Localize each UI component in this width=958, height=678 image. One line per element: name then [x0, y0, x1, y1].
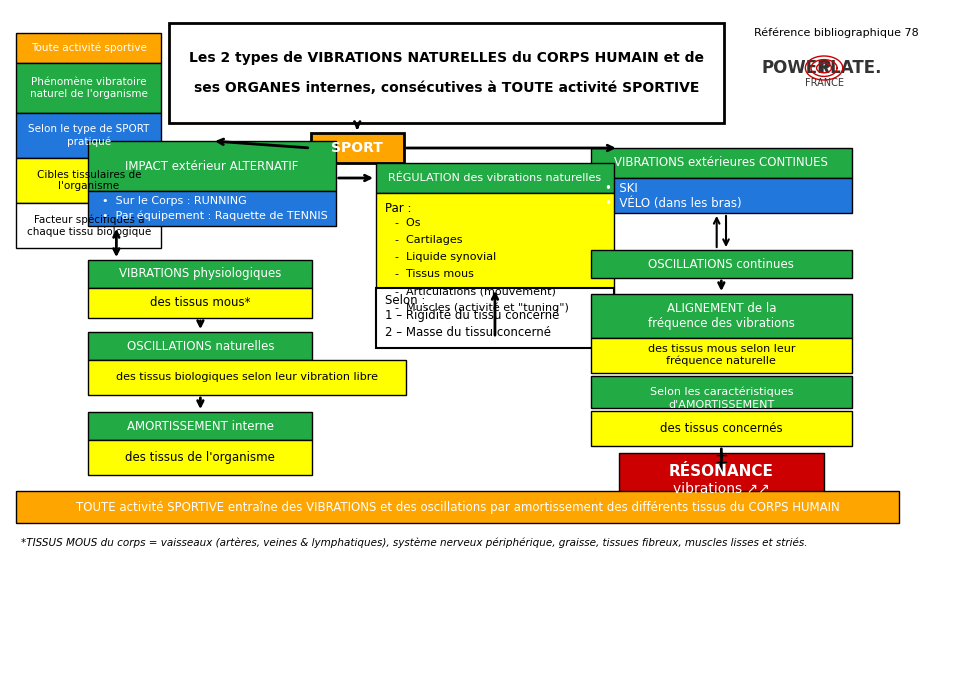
FancyBboxPatch shape: [619, 453, 824, 503]
FancyBboxPatch shape: [16, 158, 161, 203]
Text: VIBRATIONS extérieures CONTINUES: VIBRATIONS extérieures CONTINUES: [614, 157, 829, 170]
Text: TOUTE activité SPORTIVE entraîne des VIBRATIONS et des oscillations par amortiss: TOUTE activité SPORTIVE entraîne des VIB…: [76, 500, 839, 513]
Text: •  Par équipement : Raquette de TENNIS: • Par équipement : Raquette de TENNIS: [103, 211, 329, 221]
FancyBboxPatch shape: [169, 23, 724, 123]
Text: des tissus de l'organisme: des tissus de l'organisme: [125, 451, 275, 464]
Text: des tissus mous*: des tissus mous*: [150, 296, 251, 309]
Text: Selon le type de SPORT
pratiqué: Selon le type de SPORT pratiqué: [28, 124, 149, 146]
FancyBboxPatch shape: [376, 163, 614, 193]
FancyBboxPatch shape: [88, 141, 335, 191]
Text: POWER: POWER: [762, 59, 831, 77]
FancyBboxPatch shape: [88, 332, 312, 360]
FancyBboxPatch shape: [16, 491, 899, 523]
Text: RÉGULATION des vibrations naturelles: RÉGULATION des vibrations naturelles: [388, 173, 602, 183]
Text: -  Cartilages: - Cartilages: [395, 235, 462, 245]
Text: SPORT: SPORT: [331, 141, 383, 155]
Text: -  Liquide synovial: - Liquide synovial: [395, 252, 496, 262]
Text: des tissus concernés: des tissus concernés: [660, 422, 783, 435]
Text: -  Muscles (activité et "tuning"): - Muscles (activité et "tuning"): [395, 303, 568, 313]
Text: -  Articulations (mouvement): - Articulations (mouvement): [395, 286, 556, 296]
FancyBboxPatch shape: [591, 411, 852, 446]
FancyBboxPatch shape: [376, 288, 614, 348]
FancyBboxPatch shape: [88, 360, 406, 395]
Text: 1 – Rigidité du tissu concerné: 1 – Rigidité du tissu concerné: [385, 309, 559, 323]
FancyBboxPatch shape: [16, 63, 161, 113]
Text: •  Sur le Corps : RUNNING: • Sur le Corps : RUNNING: [103, 196, 247, 206]
FancyBboxPatch shape: [16, 203, 161, 248]
FancyBboxPatch shape: [88, 440, 312, 475]
Text: fréquence des vibrations: fréquence des vibrations: [648, 317, 795, 330]
Text: Selon :: Selon :: [385, 294, 425, 306]
FancyBboxPatch shape: [591, 178, 852, 213]
Text: -  Os: - Os: [395, 218, 421, 228]
Text: AMORTISSEMENT interne: AMORTISSEMENT interne: [126, 420, 274, 433]
FancyBboxPatch shape: [310, 133, 404, 163]
Text: *TISSUS MOUS du corps = vaisseaux (artères, veines & lymphatiques), système nerv: *TISSUS MOUS du corps = vaisseaux (artèr…: [21, 538, 808, 549]
Text: Les 2 types de VIBRATIONS NATURELLES du CORPS HUMAIN et de: Les 2 types de VIBRATIONS NATURELLES du …: [189, 51, 704, 65]
Text: Par :: Par :: [385, 201, 412, 214]
FancyBboxPatch shape: [591, 338, 852, 373]
FancyBboxPatch shape: [591, 294, 852, 338]
FancyBboxPatch shape: [591, 148, 852, 178]
Text: des tissus biologiques selon leur vibration libre: des tissus biologiques selon leur vibrat…: [116, 372, 378, 382]
Text: Toute activité sportive: Toute activité sportive: [31, 43, 147, 54]
Text: vibrations ↗↗: vibrations ↗↗: [673, 482, 769, 496]
FancyBboxPatch shape: [16, 113, 161, 158]
Text: Phénomène vibratoire
naturel de l'organisme: Phénomène vibratoire naturel de l'organi…: [30, 77, 148, 99]
Text: PLATE.: PLATE.: [818, 59, 882, 77]
Text: Selon les caractéristiques: Selon les caractéristiques: [650, 386, 793, 397]
Text: RÉSONANCE: RÉSONANCE: [669, 464, 774, 479]
Text: OSCILLATIONS continues: OSCILLATIONS continues: [649, 258, 794, 271]
Text: d'AMORTISSEMENT: d'AMORTISSEMENT: [669, 400, 774, 410]
Text: Facteur spécifiques à
chaque tissu biologique: Facteur spécifiques à chaque tissu biolo…: [27, 214, 151, 237]
Text: -  Tissus mous: - Tissus mous: [395, 269, 473, 279]
FancyBboxPatch shape: [376, 193, 614, 338]
Text: FRANCE: FRANCE: [805, 78, 844, 88]
Text: IMPACT extérieur ALTERNATIF: IMPACT extérieur ALTERNATIF: [125, 159, 299, 172]
FancyBboxPatch shape: [88, 288, 312, 318]
Text: •  SKI: • SKI: [604, 182, 637, 195]
Text: •  VÉLO (dans les bras): • VÉLO (dans les bras): [604, 197, 741, 210]
Text: ALIGNEMENT de la: ALIGNEMENT de la: [667, 302, 776, 315]
FancyBboxPatch shape: [591, 376, 852, 408]
Text: Référence bibliographique 78: Référence bibliographique 78: [754, 28, 919, 38]
Text: Cibles tissulaires de
l'organisme: Cibles tissulaires de l'organisme: [36, 170, 141, 191]
Text: OSCILLATIONS naturelles: OSCILLATIONS naturelles: [126, 340, 274, 353]
Text: ses ORGANES internes, consécutives à TOUTE activité SPORTIVE: ses ORGANES internes, consécutives à TOU…: [194, 81, 699, 95]
Text: VIBRATIONS physiologiques: VIBRATIONS physiologiques: [119, 268, 282, 281]
FancyBboxPatch shape: [88, 191, 335, 226]
FancyBboxPatch shape: [88, 260, 312, 288]
Text: ±: ±: [715, 449, 728, 467]
FancyBboxPatch shape: [16, 33, 161, 63]
Text: 2 – Masse du tissu concerné: 2 – Masse du tissu concerné: [385, 325, 551, 338]
FancyBboxPatch shape: [591, 250, 852, 278]
Text: des tissus mous selon leur
fréquence naturelle: des tissus mous selon leur fréquence nat…: [648, 344, 795, 366]
FancyBboxPatch shape: [88, 412, 312, 440]
